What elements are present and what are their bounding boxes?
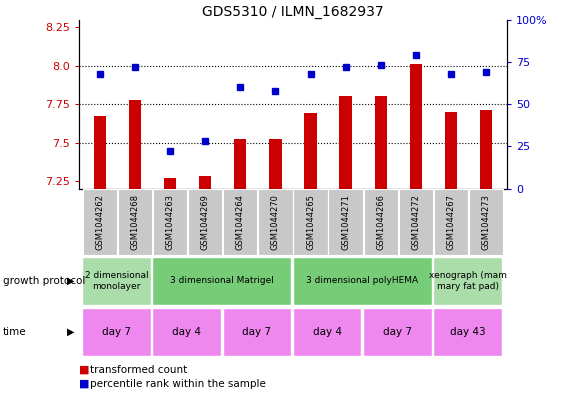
Text: GSM1044272: GSM1044272 bbox=[412, 194, 420, 250]
Text: GSM1044266: GSM1044266 bbox=[376, 194, 385, 250]
Bar bbox=[153, 189, 187, 255]
Bar bbox=[82, 308, 151, 356]
Bar bbox=[293, 257, 431, 305]
Text: day 4: day 4 bbox=[312, 327, 342, 337]
Text: day 7: day 7 bbox=[383, 327, 412, 337]
Text: GSM1044267: GSM1044267 bbox=[447, 194, 455, 250]
Bar bbox=[188, 189, 222, 255]
Bar bbox=[164, 178, 176, 189]
Text: xenograph (mam
mary fat pad): xenograph (mam mary fat pad) bbox=[429, 271, 507, 291]
Text: day 4: day 4 bbox=[172, 327, 201, 337]
Text: GSM1044268: GSM1044268 bbox=[131, 194, 139, 250]
Bar bbox=[304, 113, 317, 189]
Text: growth protocol: growth protocol bbox=[3, 276, 85, 286]
Bar bbox=[118, 189, 152, 255]
Text: ■: ■ bbox=[79, 364, 89, 375]
Bar bbox=[480, 110, 492, 189]
Bar bbox=[375, 96, 387, 189]
Bar bbox=[129, 99, 141, 189]
Bar bbox=[293, 189, 328, 255]
Bar bbox=[94, 116, 106, 189]
Bar bbox=[364, 189, 398, 255]
Title: GDS5310 / ILMN_1682937: GDS5310 / ILMN_1682937 bbox=[202, 5, 384, 18]
Bar bbox=[410, 64, 422, 189]
Bar bbox=[234, 140, 247, 189]
Bar bbox=[199, 176, 211, 189]
Text: transformed count: transformed count bbox=[90, 365, 188, 375]
Bar bbox=[445, 112, 457, 189]
Text: day 7: day 7 bbox=[102, 327, 131, 337]
Bar bbox=[83, 189, 117, 255]
Bar bbox=[258, 189, 293, 255]
Text: 3 dimensional polyHEMA: 3 dimensional polyHEMA bbox=[306, 277, 419, 285]
Text: GSM1044273: GSM1044273 bbox=[482, 194, 491, 250]
Text: ▶: ▶ bbox=[66, 327, 74, 337]
Text: GSM1044271: GSM1044271 bbox=[341, 194, 350, 250]
Bar bbox=[328, 189, 363, 255]
Text: GSM1044264: GSM1044264 bbox=[236, 194, 245, 250]
Bar bbox=[82, 257, 151, 305]
Bar bbox=[363, 308, 431, 356]
Text: day 7: day 7 bbox=[243, 327, 272, 337]
Text: GSM1044270: GSM1044270 bbox=[271, 194, 280, 250]
Bar bbox=[223, 189, 258, 255]
Bar bbox=[269, 140, 282, 189]
Bar bbox=[153, 257, 291, 305]
Bar bbox=[434, 189, 468, 255]
Text: GSM1044265: GSM1044265 bbox=[306, 194, 315, 250]
Text: 2 dimensional
monolayer: 2 dimensional monolayer bbox=[85, 271, 148, 291]
Bar bbox=[399, 189, 433, 255]
Bar bbox=[153, 308, 221, 356]
Bar bbox=[293, 308, 361, 356]
Bar bbox=[433, 257, 502, 305]
Bar bbox=[433, 308, 502, 356]
Bar bbox=[223, 308, 291, 356]
Text: GSM1044269: GSM1044269 bbox=[201, 194, 210, 250]
Text: ▶: ▶ bbox=[66, 276, 74, 286]
Text: percentile rank within the sample: percentile rank within the sample bbox=[90, 379, 266, 389]
Text: GSM1044262: GSM1044262 bbox=[95, 194, 104, 250]
Bar bbox=[339, 96, 352, 189]
Text: ■: ■ bbox=[79, 378, 89, 388]
Text: GSM1044263: GSM1044263 bbox=[166, 194, 174, 250]
Text: 3 dimensional Matrigel: 3 dimensional Matrigel bbox=[170, 277, 274, 285]
Text: day 43: day 43 bbox=[450, 327, 486, 337]
Text: time: time bbox=[3, 327, 27, 337]
Bar bbox=[469, 189, 503, 255]
